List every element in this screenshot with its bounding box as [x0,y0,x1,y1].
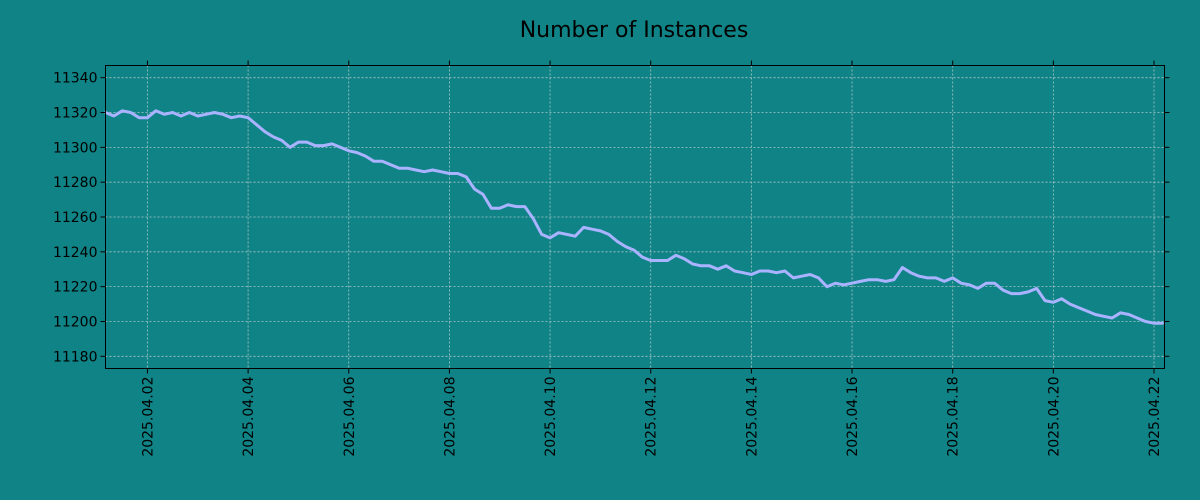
x-tick-label: 2025.04.08 [442,376,458,456]
y-tick-label: 11180 [53,349,98,365]
series-line-instances [104,109,1164,325]
grid-lines [105,65,1165,369]
y-tick-label: 11340 [53,71,98,87]
x-tick-label: 2025.04.12 [644,377,660,457]
y-tick-label: 11220 [53,280,98,296]
x-tick-label: 2025.04.22 [1147,377,1163,457]
series-layer [104,109,1164,325]
y-tick-label: 11260 [53,210,98,226]
y-tick-label: 11240 [53,245,98,261]
y-tick-label: 11200 [53,314,98,330]
x-tick-label: 2025.04.18 [946,376,962,456]
y-tick-label: 11280 [53,175,98,191]
x-tick-label: 2025.04.10 [543,377,559,457]
x-tick-label: 2025.04.16 [845,376,861,456]
x-tick-label: 2025.04.06 [342,376,358,456]
y-tick-label: 11320 [53,106,98,122]
x-tick-label: 2025.04.04 [241,376,257,456]
x-tick-label: 2025.04.14 [744,376,760,456]
x-tick-label: 2025.04.20 [1046,377,1062,457]
y-tick-label: 11300 [53,140,98,156]
x-axis: 2025.04.02 2025.04.04 2025.04.06 2025.04.08… [140,60,1163,457]
y-axis: 11180 11200 11220 11240 11260 11280 11300 11320… [53,71,1170,365]
x-tick-label: 2025.04.02 [140,377,156,457]
chart-title: Number of Instances [520,18,749,43]
